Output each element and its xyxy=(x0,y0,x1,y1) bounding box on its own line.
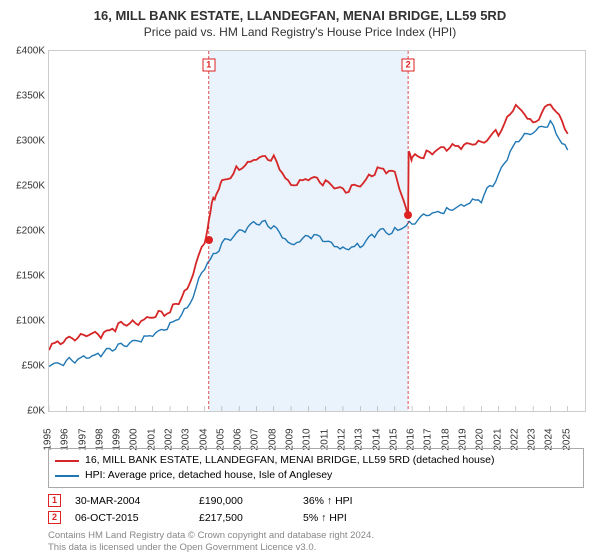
y-axis-tick-label: £400K xyxy=(3,46,45,57)
y-axis-tick-label: £0K xyxy=(3,406,45,417)
sale-table: 1 30-MAR-2004 £190,000 36% ↑ HPI 2 06-OCT-201… xyxy=(48,492,584,526)
sale-diff: 36% ↑ HPI xyxy=(303,495,353,507)
chart-subtitle: Price paid vs. HM Land Registry's House … xyxy=(0,25,600,39)
y-axis-tick-label: £150K xyxy=(3,271,45,282)
sale-price: £190,000 xyxy=(199,495,289,507)
sale-diff: 5% ↑ HPI xyxy=(303,512,347,524)
footer-line-2: This data is licensed under the Open Gov… xyxy=(48,542,374,554)
sale-dot xyxy=(205,236,213,244)
y-axis-tick-label: £200K xyxy=(3,226,45,237)
sale-table-row: 1 30-MAR-2004 £190,000 36% ↑ HPI xyxy=(48,492,584,509)
y-axis-tick-label: £250K xyxy=(3,181,45,192)
legend-swatch xyxy=(55,475,79,477)
sale-date: 30-MAR-2004 xyxy=(75,495,185,507)
legend-label: 16, MILL BANK ESTATE, LLANDEGFAN, MENAI … xyxy=(85,453,494,468)
footer-line-1: Contains HM Land Registry data © Crown c… xyxy=(48,530,374,542)
sale-row-marker: 2 xyxy=(48,511,61,524)
sale-marker: 2 xyxy=(402,59,415,72)
sale-date: 06-OCT-2015 xyxy=(75,512,185,524)
sale-table-row: 2 06-OCT-2015 £217,500 5% ↑ HPI xyxy=(48,509,584,526)
y-axis-tick-label: £50K xyxy=(3,361,45,372)
sale-marker: 1 xyxy=(202,59,215,72)
y-axis-tick-label: £100K xyxy=(3,316,45,327)
series-line xyxy=(49,121,568,367)
y-axis-tick-label: £350K xyxy=(3,91,45,102)
legend-box: 16, MILL BANK ESTATE, LLANDEGFAN, MENAI … xyxy=(48,448,584,488)
chart-title: 16, MILL BANK ESTATE, LLANDEGFAN, MENAI … xyxy=(0,8,600,23)
legend-label: HPI: Average price, detached house, Isle… xyxy=(85,468,332,483)
series-line xyxy=(49,105,568,351)
chart-lines xyxy=(49,51,585,411)
legend-swatch xyxy=(55,460,79,462)
y-axis-tick-label: £300K xyxy=(3,136,45,147)
chart-plot-area: £0K£50K£100K£150K£200K£250K£300K£350K£40… xyxy=(48,50,586,412)
sale-price: £217,500 xyxy=(199,512,289,524)
legend-item: 16, MILL BANK ESTATE, LLANDEGFAN, MENAI … xyxy=(55,453,577,468)
legend-item: HPI: Average price, detached house, Isle… xyxy=(55,468,577,483)
sale-dot xyxy=(404,211,412,219)
footer-text: Contains HM Land Registry data © Crown c… xyxy=(48,530,374,554)
sale-row-marker: 1 xyxy=(48,494,61,507)
